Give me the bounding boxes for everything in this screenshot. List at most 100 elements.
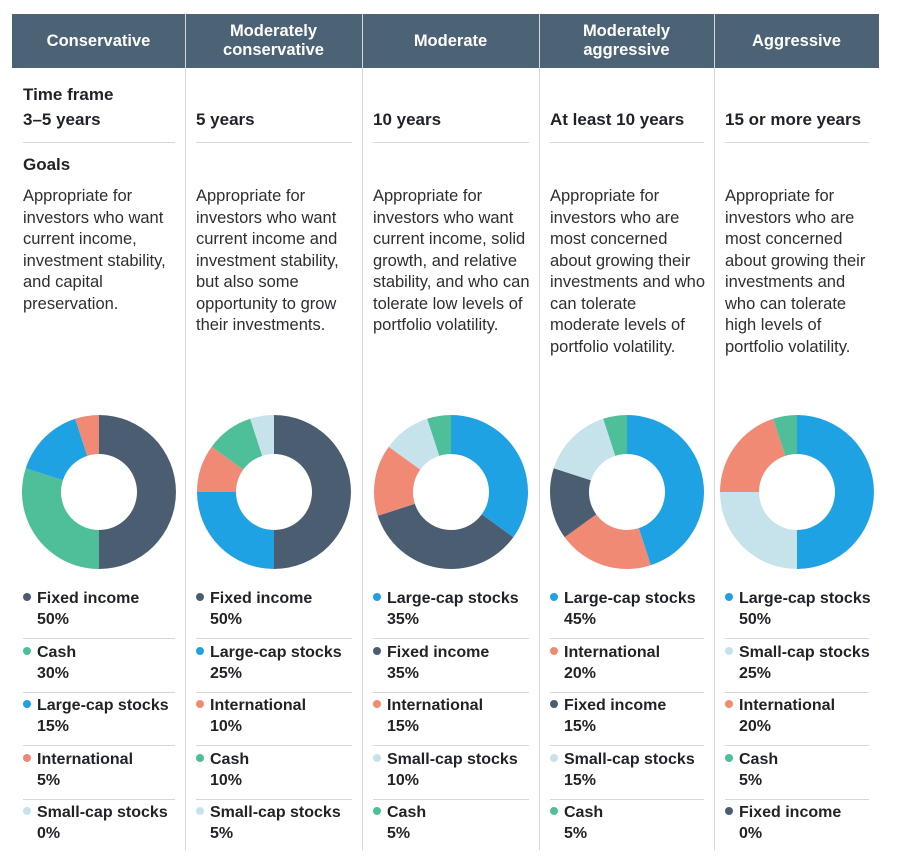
donut-slice-cash — [21, 468, 99, 569]
goals-text: Appropriate for investors who want curre… — [196, 187, 339, 334]
donut-slice-large-cap-stocks — [25, 418, 87, 481]
legend-value: 50% — [37, 611, 70, 628]
donut-chart — [373, 415, 528, 569]
goals-text: Appropriate for investors who want curre… — [373, 187, 530, 334]
legend-label: International — [23, 751, 133, 769]
donut-slice-fixed-income — [98, 415, 176, 569]
legend-dot-icon — [550, 753, 558, 762]
legend-dot-icon — [725, 807, 733, 815]
legend-dot-icon — [373, 646, 381, 655]
legend-label: Large-cap stocks — [23, 697, 169, 715]
legend-value: 50% — [210, 611, 243, 628]
legend-label: International — [373, 697, 483, 715]
legend-dot-icon — [550, 807, 558, 815]
legend-label-text: Large-cap stocks — [564, 590, 696, 607]
column-header: Aggressive — [714, 14, 879, 68]
column-divider — [362, 14, 363, 850]
column-header: Moderate — [362, 14, 539, 68]
legend-dot-icon — [196, 700, 204, 708]
legend-label: Fixed income — [23, 590, 139, 608]
divider — [23, 691, 175, 693]
legend-label-text: International — [564, 643, 661, 661]
divider — [373, 798, 529, 800]
divider — [23, 745, 175, 746]
legend-label-text: Cash — [564, 804, 604, 821]
legend-label-text: International — [387, 697, 484, 714]
legend-value: 20% — [739, 718, 772, 735]
profile-column: Conservative Time frame Goals 3–5 years Appr… — [12, 14, 185, 850]
legend-item: International 10% — [196, 693, 352, 746]
legend-value: 5% — [564, 825, 588, 842]
legend-value: 5% — [387, 825, 411, 842]
legend-item: Fixed income 35% — [373, 640, 529, 693]
time-frame-value: 15 or more years — [725, 110, 862, 129]
column-header: Conservative — [12, 14, 185, 68]
legend-label-text: Large-cap stocks — [387, 590, 519, 607]
column-divider — [185, 14, 186, 850]
legend-value: 10% — [387, 771, 420, 789]
legend-label: Small-cap stocks — [23, 804, 168, 822]
column-header: Moderately aggressive — [539, 14, 714, 68]
legend-item: Small-cap stocks 0% — [23, 800, 175, 853]
legend-value: 10% — [210, 718, 243, 735]
legend-item: International 20% — [725, 693, 869, 746]
legend-item: Small-cap stocks 15% — [550, 747, 704, 800]
divider — [725, 798, 869, 800]
legend-label: Cash — [725, 751, 778, 769]
legend-item: Large-cap stocks 45% — [550, 586, 704, 639]
divider — [725, 691, 869, 693]
divider — [23, 638, 175, 639]
legend-dot-icon — [23, 700, 31, 708]
legend-label: Cash — [550, 804, 603, 822]
legend-dot-icon — [373, 753, 381, 762]
divider — [196, 691, 352, 693]
legend-value: 10% — [210, 771, 243, 789]
legend-item: Fixed income 15% — [550, 693, 704, 746]
legend-label-text: Cash — [387, 804, 427, 821]
legend-label: Cash — [373, 804, 426, 822]
legend-label: International — [550, 644, 660, 662]
legend-item: Fixed income 50% — [196, 586, 352, 639]
donut-slice-cash — [426, 415, 451, 456]
divider — [373, 142, 529, 143]
legend-item: Cash 5% — [550, 800, 704, 853]
divider — [196, 745, 352, 746]
legend-value: 15% — [564, 771, 597, 789]
donut-chart — [21, 415, 176, 569]
legend-dot-icon — [725, 593, 733, 601]
time-frame-value: At least 10 years — [550, 110, 685, 129]
legend-label-text: Small-cap stocks — [210, 804, 341, 821]
legend-label: Small-cap stocks — [196, 804, 341, 822]
time-frame-value: 5 years — [196, 110, 255, 129]
goals-text: Appropriate for investors who want curre… — [23, 187, 166, 313]
legend-dot-icon — [23, 646, 31, 655]
donut-slice-international — [373, 446, 420, 516]
legend-label-text: Large-cap stocks — [37, 697, 169, 714]
goals-text: Appropriate for investors who are most c… — [550, 187, 706, 356]
legend-dot-icon — [373, 807, 381, 815]
legend-label: Small-cap stocks — [373, 751, 518, 769]
legend-label: Large-cap stocks — [725, 590, 871, 608]
divider — [550, 691, 704, 693]
donut-slice-international — [74, 415, 99, 456]
divider — [725, 745, 869, 746]
legend-dot-icon — [196, 807, 204, 815]
legend-label: Large-cap stocks — [196, 644, 342, 662]
legend-dot-icon — [196, 753, 204, 762]
legend-value: 25% — [210, 664, 243, 682]
goals-label: Goals — [23, 155, 71, 174]
legend-item: Large-cap stocks 35% — [373, 586, 529, 639]
legend-label-text: Fixed income — [564, 697, 667, 714]
legend-label: Large-cap stocks — [550, 590, 696, 608]
legend-item: Fixed income 50% — [23, 586, 175, 639]
legend-label: Fixed income — [196, 590, 312, 608]
legend-value: 0% — [37, 825, 61, 842]
goals-text: Appropriate for investors who are most c… — [725, 187, 866, 356]
legend-label: International — [196, 697, 306, 715]
donut-slice-small-cap-stocks — [388, 418, 439, 470]
legend-item: Large-cap stocks 15% — [23, 693, 175, 746]
donut-chart — [719, 415, 874, 569]
legend-label-text: International — [210, 697, 307, 714]
donut-slice-fixed-income — [377, 503, 513, 569]
donut-chart — [196, 415, 351, 569]
